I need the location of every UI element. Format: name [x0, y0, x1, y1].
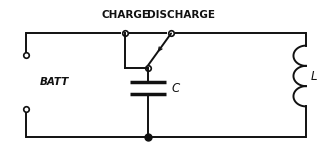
Text: BATT: BATT: [39, 77, 69, 87]
Text: DISCHARGE: DISCHARGE: [147, 10, 215, 20]
Text: C: C: [171, 82, 179, 95]
Text: L: L: [311, 69, 317, 83]
Text: CHARGE: CHARGE: [101, 10, 149, 20]
